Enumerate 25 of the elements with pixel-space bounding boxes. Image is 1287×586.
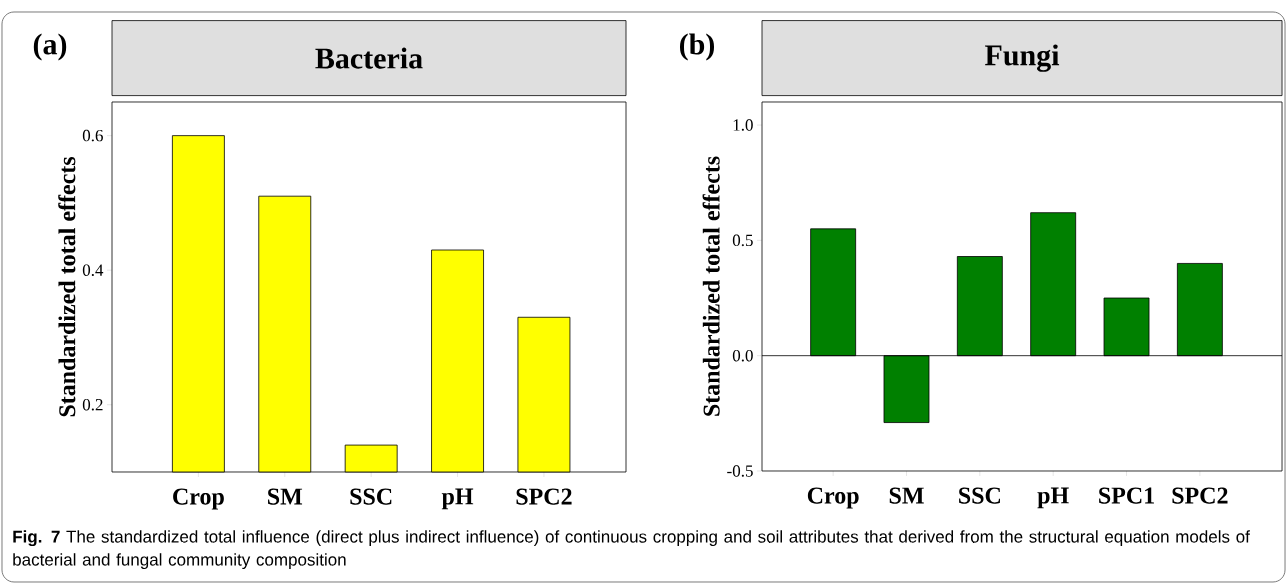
y-tick-label: 0.5 xyxy=(732,234,753,247)
y-tick-label: 0.0 xyxy=(732,349,753,362)
x-tick-label: SPC2 xyxy=(1172,487,1228,504)
x-tick-label: SPC1 xyxy=(1099,487,1154,504)
y-tick-label: 0.2 xyxy=(82,398,103,411)
chart-title: Fungi xyxy=(985,44,1060,72)
y-tick-label: -0.5 xyxy=(727,465,753,477)
x-tick-label: Crop xyxy=(173,488,224,510)
text: (b) xyxy=(679,33,715,61)
y-tick-label: 0.4 xyxy=(82,264,104,276)
x-tick-label: SM xyxy=(268,488,303,505)
y-tick-label: 1.0 xyxy=(733,119,753,131)
x-tick-label: pH xyxy=(1037,487,1069,509)
x-tick-label: Crop xyxy=(807,487,859,509)
x-tick-label: pH xyxy=(441,488,474,510)
x-tick-label: SPC2 xyxy=(516,488,572,505)
chart-title: Bacteria xyxy=(315,47,423,69)
text: Fig. 7 The standardized total influence (direct plus indirect influence) of continuous cropping and soil attributes that derived from the structural equation models of bacterial and fungal community composition xyxy=(13,530,1250,570)
x-tick-label: SSC xyxy=(959,487,1001,504)
y-axis-title: Standardized total effects xyxy=(58,156,76,417)
y-tick-label: 0.6 xyxy=(82,129,103,142)
y-axis-title: Standardized total effects xyxy=(702,156,720,416)
x-tick-label: SM xyxy=(889,487,924,504)
x-tick-label: SSC xyxy=(350,488,392,505)
text: (a) xyxy=(33,33,67,61)
